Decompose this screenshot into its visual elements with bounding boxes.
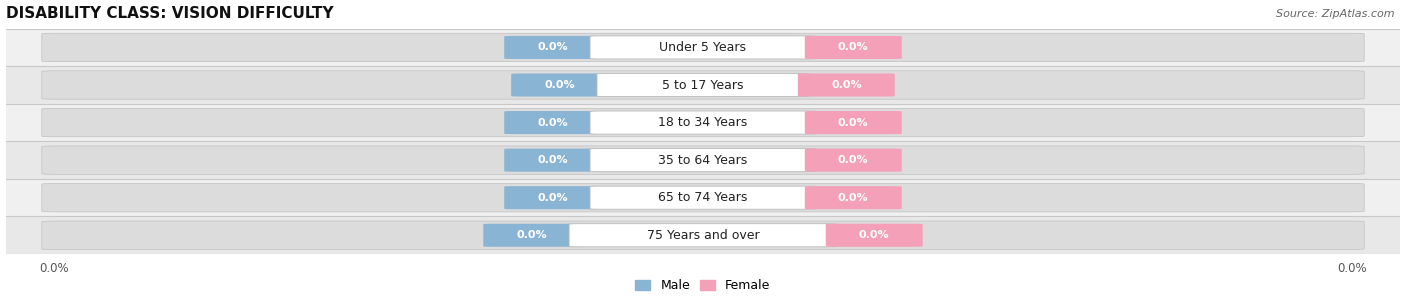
FancyBboxPatch shape [505,149,602,172]
FancyBboxPatch shape [42,108,1364,137]
FancyBboxPatch shape [512,74,609,97]
FancyBboxPatch shape [598,74,808,97]
FancyBboxPatch shape [505,186,602,209]
FancyBboxPatch shape [804,186,901,209]
Text: 0.0%: 0.0% [838,117,869,127]
Text: Under 5 Years: Under 5 Years [659,41,747,54]
Text: 5 to 17 Years: 5 to 17 Years [662,78,744,92]
Text: 35 to 64 Years: 35 to 64 Years [658,154,748,167]
Text: 0.0%: 0.0% [537,193,568,203]
Text: 0.0%: 0.0% [537,155,568,165]
FancyBboxPatch shape [42,184,1364,212]
Text: DISABILITY CLASS: VISION DIFFICULTY: DISABILITY CLASS: VISION DIFFICULTY [6,5,333,20]
Bar [6,66,1400,104]
FancyBboxPatch shape [591,186,815,209]
FancyBboxPatch shape [797,74,894,97]
Text: 0.0%: 0.0% [838,193,869,203]
FancyBboxPatch shape [591,149,815,172]
FancyBboxPatch shape [505,111,602,134]
FancyBboxPatch shape [804,36,901,59]
Text: 0.0%: 0.0% [537,117,568,127]
FancyBboxPatch shape [42,71,1364,99]
Bar [6,217,1400,254]
Text: 0.0%: 0.0% [516,230,547,240]
Text: 0.0%: 0.0% [831,80,862,90]
FancyBboxPatch shape [804,149,901,172]
Bar [6,29,1400,66]
FancyBboxPatch shape [42,221,1364,249]
Text: 0.0%: 0.0% [859,230,890,240]
Text: 0.0%: 0.0% [544,80,575,90]
FancyBboxPatch shape [825,224,922,247]
Text: Source: ZipAtlas.com: Source: ZipAtlas.com [1277,9,1395,19]
FancyBboxPatch shape [591,111,815,134]
FancyBboxPatch shape [569,224,837,247]
Text: 65 to 74 Years: 65 to 74 Years [658,191,748,204]
Text: 0.0%: 0.0% [537,42,568,52]
Text: 75 Years and over: 75 Years and over [647,229,759,242]
FancyBboxPatch shape [505,36,602,59]
Text: 18 to 34 Years: 18 to 34 Years [658,116,748,129]
Bar [6,104,1400,141]
Text: 0.0%: 0.0% [838,155,869,165]
Bar [6,179,1400,217]
FancyBboxPatch shape [484,224,581,247]
FancyBboxPatch shape [804,111,901,134]
FancyBboxPatch shape [42,33,1364,62]
FancyBboxPatch shape [42,146,1364,174]
Bar [6,141,1400,179]
FancyBboxPatch shape [591,36,815,59]
Legend: Male, Female: Male, Female [630,274,776,297]
Text: 0.0%: 0.0% [838,42,869,52]
